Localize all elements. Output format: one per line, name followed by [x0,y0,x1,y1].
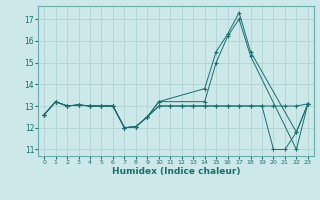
X-axis label: Humidex (Indice chaleur): Humidex (Indice chaleur) [112,167,240,176]
